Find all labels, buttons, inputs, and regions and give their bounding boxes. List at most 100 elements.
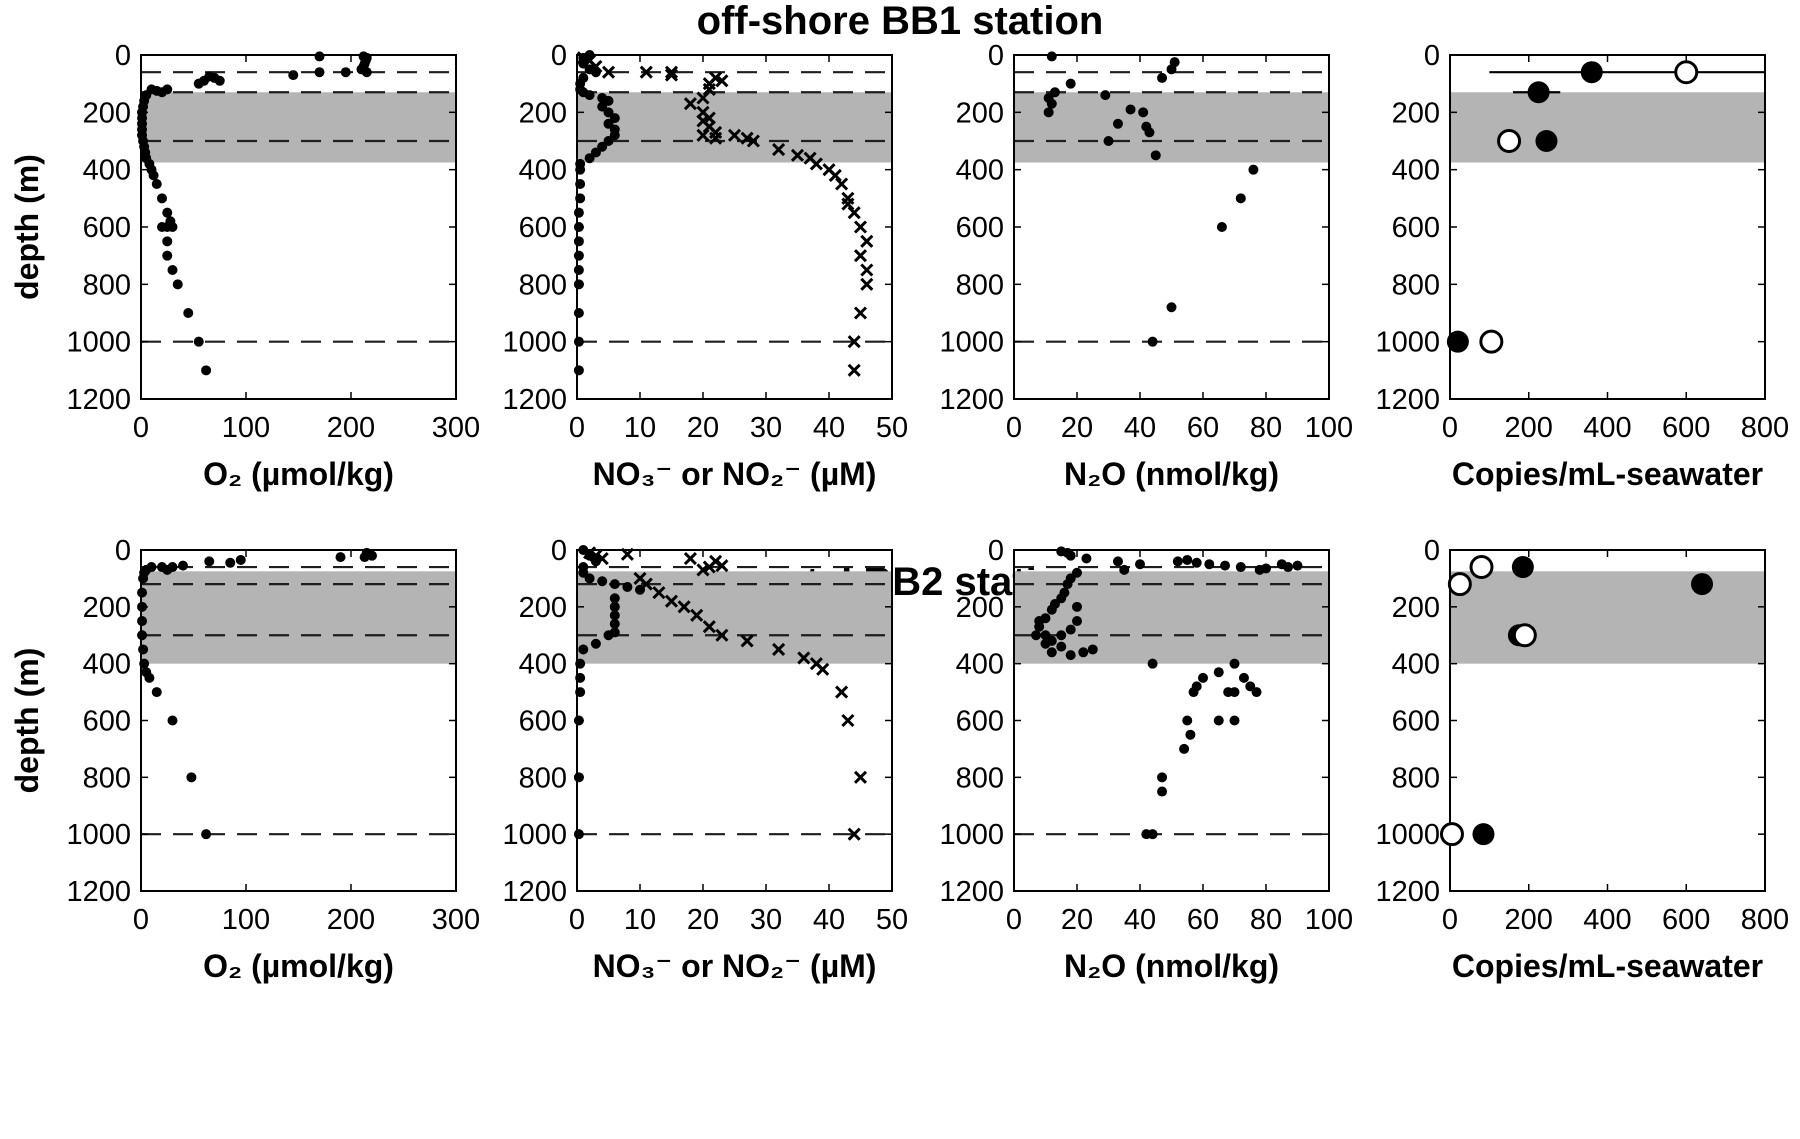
- y-tick-label: 400: [83, 155, 131, 187]
- data-point: [167, 222, 178, 232]
- data-point: [1185, 729, 1196, 740]
- y-tick-label: 600: [956, 212, 1004, 244]
- x-tick-label: 80: [1250, 904, 1282, 936]
- data-point: [790, 148, 805, 162]
- x-tick-label: 400: [1583, 904, 1631, 936]
- y-tick-label: 200: [956, 592, 1004, 624]
- data-point: [573, 715, 584, 726]
- data-point: [573, 250, 584, 261]
- y-tick-label: 200: [1392, 592, 1440, 624]
- data-point: [772, 143, 786, 157]
- y-tick-label: 400: [519, 649, 567, 681]
- x-tick-label: 100: [1305, 412, 1353, 444]
- data-point: [597, 576, 608, 587]
- data-point: [835, 177, 849, 191]
- data-point: [235, 554, 246, 565]
- shaded-zone: [1450, 92, 1765, 163]
- data-point: [1031, 630, 1042, 641]
- data-point: [575, 658, 586, 669]
- data-point: [162, 564, 173, 575]
- data-point: [590, 638, 601, 649]
- x-tick-label: 20: [687, 412, 719, 444]
- y-tick-label: 1200: [502, 876, 567, 908]
- data-point: [1138, 107, 1149, 118]
- data-point: [1072, 616, 1082, 627]
- data-point: [157, 193, 167, 204]
- x-tick-label: 0: [1442, 412, 1458, 444]
- data-point: [841, 197, 855, 211]
- data-point: [1150, 150, 1161, 161]
- y-tick-label: 1000: [66, 327, 131, 359]
- y-tick-label: 600: [83, 706, 131, 738]
- data-point: [609, 579, 620, 590]
- data-point: [841, 713, 855, 728]
- series-NO2-: [573, 545, 645, 840]
- series-NO2-: [573, 50, 620, 376]
- data-point: [727, 128, 742, 142]
- x-tick-label: 200: [327, 904, 375, 936]
- data-point: [1213, 667, 1224, 678]
- data-point: [1472, 823, 1495, 846]
- data-point: [1081, 553, 1092, 564]
- data-point: [715, 74, 729, 88]
- data-point: [573, 308, 584, 318]
- data-point: [1125, 104, 1136, 115]
- x-tick-label: 200: [1505, 412, 1553, 444]
- chart-title: off-shore BB1 station: [697, 0, 1104, 43]
- data-point: [172, 279, 183, 290]
- y-tick-label: 600: [1392, 212, 1440, 244]
- y-tick-label: 0: [115, 40, 131, 72]
- x-tick-label: 200: [1505, 904, 1553, 936]
- y-tick-label: 600: [956, 706, 1004, 738]
- data-point: [139, 658, 150, 669]
- data-point: [201, 365, 212, 376]
- data-point: [860, 234, 874, 248]
- data-point: [1479, 329, 1504, 354]
- y-tick-label: 800: [83, 269, 131, 301]
- data-point: [816, 662, 830, 676]
- x-tick-label: 60: [1187, 412, 1219, 444]
- y-tick-label: 200: [519, 97, 567, 129]
- data-point: [847, 206, 861, 220]
- data-point: [359, 552, 370, 563]
- x-tick-label: 300: [432, 904, 480, 936]
- y-tick-label: 800: [956, 269, 1004, 301]
- data-point: [1046, 98, 1057, 109]
- series-NO3-: [583, 546, 868, 841]
- y-tick-label: 1200: [66, 876, 131, 908]
- x-axis-label: O₂ (µmol/kg): [203, 456, 394, 492]
- data-point: [575, 672, 586, 683]
- y-tick-label: 200: [1392, 97, 1440, 129]
- data-point: [1229, 715, 1240, 726]
- data-point: [797, 651, 811, 665]
- data-point: [204, 556, 215, 567]
- y-axis-label: depth (m): [9, 154, 45, 300]
- data-point: [1446, 330, 1469, 353]
- y-tick-label: 1200: [66, 384, 131, 416]
- series-N2O: [1031, 546, 1303, 840]
- data-point: [167, 265, 178, 275]
- y-tick-label: 0: [551, 40, 567, 72]
- data-point: [1511, 556, 1534, 579]
- data-point: [584, 153, 595, 164]
- y-tick-label: 0: [115, 535, 131, 567]
- x-tick-label: 20: [687, 904, 719, 936]
- data-point: [1147, 336, 1158, 347]
- data-point: [1043, 107, 1054, 118]
- data-point: [690, 608, 704, 622]
- data-point: [151, 687, 162, 698]
- data-point: [573, 336, 584, 347]
- shaded-zone: [141, 92, 456, 163]
- data-point: [137, 587, 148, 598]
- data-point: [746, 134, 760, 148]
- series-open: [1479, 60, 1699, 354]
- data-point: [573, 207, 584, 218]
- data-point: [847, 827, 861, 841]
- data-point: [1046, 647, 1057, 658]
- data-point: [715, 559, 729, 573]
